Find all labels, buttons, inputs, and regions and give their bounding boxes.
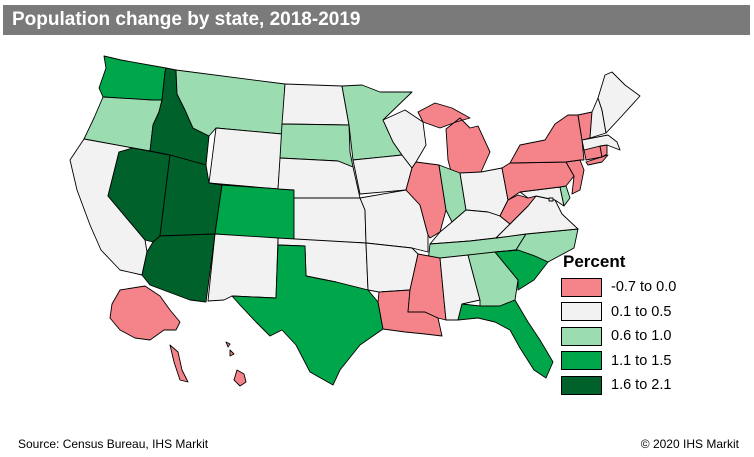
legend-item: -0.7 to 0.0 xyxy=(561,275,711,300)
legend-swatch xyxy=(561,277,602,297)
state-az xyxy=(141,233,216,303)
state-ks xyxy=(293,197,367,244)
state-ia xyxy=(352,154,413,195)
legend-item: 0.1 to 0.5 xyxy=(561,300,711,325)
state-mt xyxy=(175,69,286,137)
legend-label: 1.1 to 1.5 xyxy=(611,352,672,369)
state-il xyxy=(405,161,447,239)
legend-swatch xyxy=(561,326,602,346)
map-legend: Percent -0.7 to 0.0 0.1 to 0.5 0.6 to 1.… xyxy=(561,252,711,398)
state-nd xyxy=(281,83,350,126)
state-wy xyxy=(208,127,283,190)
state-nm xyxy=(207,233,279,302)
state-ak xyxy=(109,285,189,383)
state-ar xyxy=(365,242,419,293)
state-wi xyxy=(382,109,427,169)
state-co xyxy=(214,184,295,241)
legend-swatch xyxy=(561,302,602,322)
state-dc xyxy=(548,197,554,202)
state-ma xyxy=(581,134,621,151)
state-hi xyxy=(225,341,247,387)
legend-label: 0.1 to 0.5 xyxy=(611,303,672,320)
legend-label: 1.6 to 2.1 xyxy=(611,377,672,394)
legend-item: 0.6 to 1.0 xyxy=(561,324,711,349)
legend-item: 1.6 to 2.1 xyxy=(561,373,711,398)
legend-swatch xyxy=(561,375,602,395)
state-oh xyxy=(459,167,509,217)
us-state-map xyxy=(0,40,754,435)
state-fl xyxy=(457,299,554,379)
state-me xyxy=(597,71,641,134)
legend-label: 0.6 to 1.0 xyxy=(611,328,672,345)
copyright-note: © 2020 IHS Markit xyxy=(640,437,739,451)
legend-item: 1.1 to 1.5 xyxy=(561,349,711,374)
state-nc xyxy=(494,228,579,263)
chart-title: Population change by state, 2018-2019 xyxy=(3,5,750,35)
state-wa xyxy=(98,55,167,101)
legend-swatch xyxy=(561,351,602,371)
legend-title: Percent xyxy=(563,252,626,271)
source-note: Source: Census Bureau, IHS Markit xyxy=(18,437,209,451)
legend-label: -0.7 to 0.0 xyxy=(611,279,677,296)
state-mi xyxy=(417,102,491,176)
state-tx xyxy=(231,244,384,386)
